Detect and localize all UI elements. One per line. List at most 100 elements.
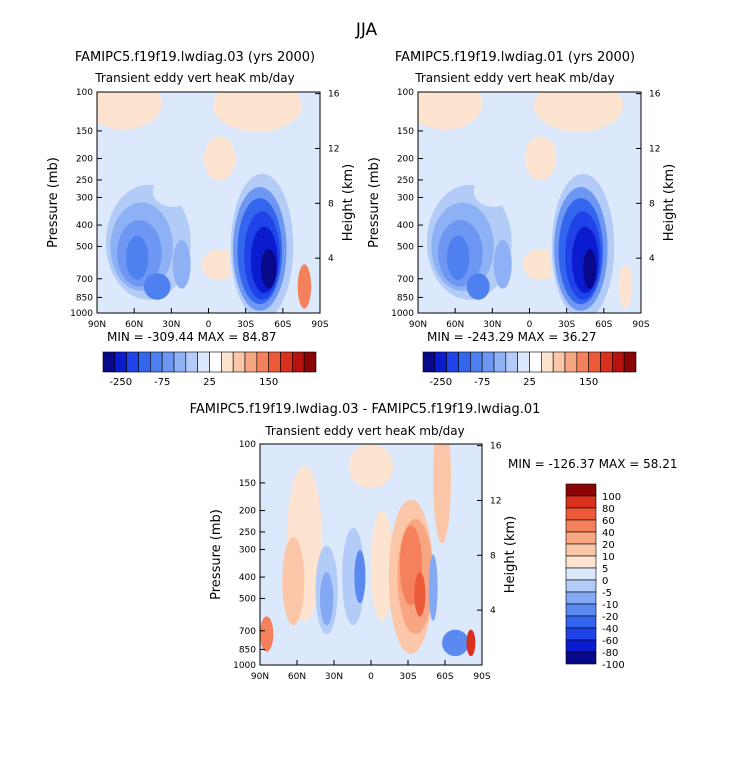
contour-warm-ne [533,92,624,132]
colorbar-label: 150 [579,377,598,388]
colorbar-label: 150 [259,377,278,388]
panel2-subtitle: Transient eddy vert heaK mb/day [415,71,615,85]
colorbar-swatch [446,351,459,373]
colorbar-swatch [565,555,597,569]
colorbar-swatch [565,639,597,653]
colorbar-swatch [565,603,597,617]
diff-cool-2 [319,572,334,626]
contour-warm-mid [525,136,557,181]
height-tick-label: 16 [328,90,340,100]
contour-warm-ne [212,92,303,132]
x-tick-label: 90S [632,320,649,330]
colorbar-label: 40 [602,528,615,539]
diff-warm-3 [260,616,274,652]
colorbar-swatch [576,351,589,373]
diff-cool-5 [428,554,438,621]
height-tick-label: 8 [649,199,655,209]
colorbar-label: 5 [602,564,608,575]
height-tick-label: 16 [649,90,661,100]
x-tick-label: 30N [162,320,180,330]
colorbar-swatch [221,351,234,373]
y-tick-label: 400 [397,221,414,231]
contour-nh-4 [125,235,149,280]
y-tick-label: 150 [76,127,93,137]
y-tick-label: 200 [76,155,93,165]
contour-pole-warm [618,264,633,309]
x-tick-label: 60S [595,320,612,330]
colorbar-label: 25 [203,377,216,388]
y-tick-label: 400 [76,221,93,231]
x-tick-label: 60S [436,672,453,682]
x-tick-label: 60N [125,320,143,330]
height-tick-label: 12 [490,496,501,506]
x-tick-label: 60N [446,320,464,330]
y-tick-label: 300 [76,193,93,203]
colorbar-swatch [565,627,597,641]
contour-warm-low [522,248,559,280]
colorbar-swatch [232,351,246,373]
x-tick-label: 30N [325,672,343,682]
y-tick-label: 250 [397,176,414,186]
panel3-stats: MIN = -126.37 MAX = 58.21 [508,457,678,471]
y-tick-label: 100 [397,88,414,98]
contour-nh-7 [473,175,514,207]
height-tick-label: 4 [649,254,655,264]
colorbar-label: -60 [602,636,618,647]
colorbar-label: 25 [523,377,536,388]
panel2-plot: 90N 60N 30N 0 30S 60S 90S 100 150 200 250 300 400 500… [367,88,677,330]
height-tick-label: 16 [490,442,502,452]
colorbar-swatch [565,591,597,605]
diff-warm-top [348,444,394,489]
colorbar-swatch [481,351,495,373]
y-tick-label: 300 [397,193,414,203]
colorbar-swatch [565,519,597,533]
contour-nh-5 [143,273,171,300]
contour-nh-7 [152,175,193,207]
y-tick-label: 250 [76,176,93,186]
colorbar-label: -5 [602,588,612,599]
x-tick-label: 90N [251,672,269,682]
y-tick-label: 250 [239,528,256,538]
colorbar-swatch [173,351,187,373]
colorbar-swatch [505,351,518,373]
y-tick-label: 700 [239,627,256,637]
y-axis-label: Pressure (mb) [46,157,61,248]
colorbar-swatch [623,351,637,373]
panel2-title: FAMIPC5.f19f19.lwdiag.01 (yrs 2000) [394,50,636,65]
diff-warm-4 [371,510,394,621]
colorbar-label: -250 [109,377,132,388]
y-tick-label: 150 [239,479,256,489]
colorbar-label: 10 [602,552,615,563]
panel1-title: FAMIPC5.f19f19.lwdiag.03 (yrs 2000) [74,50,316,65]
x-tick-label: 90N [88,320,106,330]
contour-warm-mid [204,136,236,181]
colorbar-label: 60 [602,516,615,527]
height-tick-label: 4 [328,254,334,264]
height-tick-label: 4 [490,606,496,616]
x-tick-label: 60S [274,320,291,330]
diff-warm-8 [414,572,426,617]
height-tick-label: 8 [328,199,334,209]
colorbar-swatch [458,351,471,373]
panel2-stats: MIN = -243.29 MAX = 36.27 [427,330,597,344]
colorbar-label: -75 [154,377,170,388]
y-tick-label: 850 [239,645,256,655]
y-right-axis-label: Height (km) [662,164,677,241]
colorbar-swatch [292,351,305,373]
contour-warm-low [201,248,238,280]
x-tick-label: 90N [409,320,427,330]
y-tick-label: 500 [76,242,93,252]
x-tick-label: 0 [206,320,212,330]
y-right-axis-label: Height (km) [341,164,356,241]
contour-nh-6 [493,240,512,289]
panel1-stats: MIN = -309.44 MAX = 84.87 [107,330,277,344]
colorbar-swatch [303,351,317,373]
panel1-field [97,92,320,313]
diff-pole-warm [466,629,476,657]
colorbar-label: 100 [602,492,621,503]
panel2-field [418,92,641,313]
x-tick-label: 30N [483,320,501,330]
y-tick-label: 700 [76,275,93,285]
diff-cool-4 [354,550,366,604]
colorbar-label: 80 [602,504,615,515]
